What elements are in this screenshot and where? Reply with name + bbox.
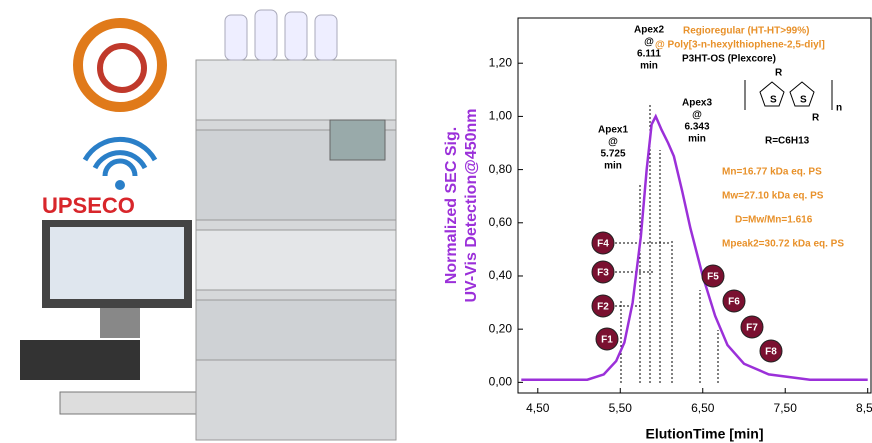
y-tick-label: 1,20 [489, 55, 513, 69]
polymer-text: S [770, 95, 777, 106]
apex-label: Apex2 [634, 25, 664, 36]
apex-label: 5.725 [600, 149, 625, 160]
fraction-marker [759, 339, 783, 363]
fraction-marker [722, 289, 746, 313]
fraction-label: F7 [746, 323, 758, 334]
fraction-label: F2 [597, 302, 609, 313]
plot-frame [517, 17, 872, 394]
apex-label: 6.343 [684, 122, 709, 133]
apex-label: min [640, 61, 658, 72]
x-tick-label: 4,50 [526, 401, 550, 415]
fraction-label: F5 [707, 272, 719, 283]
y-tick-label: 0,20 [489, 321, 513, 335]
instrument-photo: UPSECO [20, 9, 397, 441]
polymer-text: n [836, 103, 842, 114]
x-tick-label: 6,50 [691, 401, 715, 415]
x-tick-label: 7,50 [774, 401, 798, 415]
fraction-label: F6 [728, 297, 740, 308]
apex-label: min [604, 161, 622, 172]
apex-label: @ [644, 37, 654, 48]
fraction-marker [740, 315, 764, 339]
polymer-text: S [800, 95, 807, 106]
fraction-label: F1 [601, 335, 613, 346]
fraction-label: F3 [597, 268, 609, 279]
logo-text: UPSECO [42, 193, 135, 218]
polymer-text: R [775, 68, 783, 79]
polymer-text: Regioregular (HT-HT>99%) [683, 26, 809, 37]
y-tick-label: 1,00 [489, 109, 513, 123]
polymer-text: P3HT-OS (Plexcore) [682, 54, 776, 65]
apex-label: @ [608, 137, 618, 148]
stat-text: Mpeak2=30.72 kDa eq. PS [722, 239, 844, 250]
apex-label: min [688, 134, 706, 145]
thiophene [744, 80, 833, 110]
polymer-text: R=C6H13 [765, 136, 810, 147]
polymer-text: @ Poly[3-n-hexylthiophene-2,5-diyl] [655, 40, 825, 51]
polymer-text: R [812, 113, 820, 124]
fraction-marker [591, 294, 615, 318]
y-axis-label: Normalized SEC Sig. [443, 127, 460, 284]
fraction-marker [591, 260, 615, 284]
y-axis-label: UV-Vis Detection@450nm [463, 108, 480, 302]
fraction-label: F4 [597, 239, 609, 250]
stat-text: Mw=27.10 kDa eq. PS [722, 191, 824, 202]
apex-label: Apex1 [598, 125, 628, 136]
fraction-label: F8 [765, 347, 777, 358]
y-tick-label: 0,80 [489, 162, 513, 176]
apex-label: 6.111 [637, 49, 661, 60]
fraction-marker [595, 327, 619, 351]
y-tick-label: 0,40 [489, 268, 513, 282]
x-axis-label: ElutionTime [min] [646, 426, 764, 442]
y-tick-label: 0,60 [489, 215, 513, 229]
fraction-marker [701, 264, 725, 288]
apex-label: @ [692, 110, 702, 121]
apex-label: Apex3 [682, 98, 712, 109]
stat-text: D=Mw/Mn=1.616 [735, 215, 813, 226]
fraction-marker [591, 231, 615, 255]
stat-text: Mn=16.77 kDa eq. PS [722, 167, 822, 178]
x-tick-label: 5,50 [609, 401, 633, 415]
y-tick-label: 0,00 [489, 375, 513, 389]
x-tick-label: 8,50 [856, 401, 872, 415]
data-line [521, 113, 868, 381]
